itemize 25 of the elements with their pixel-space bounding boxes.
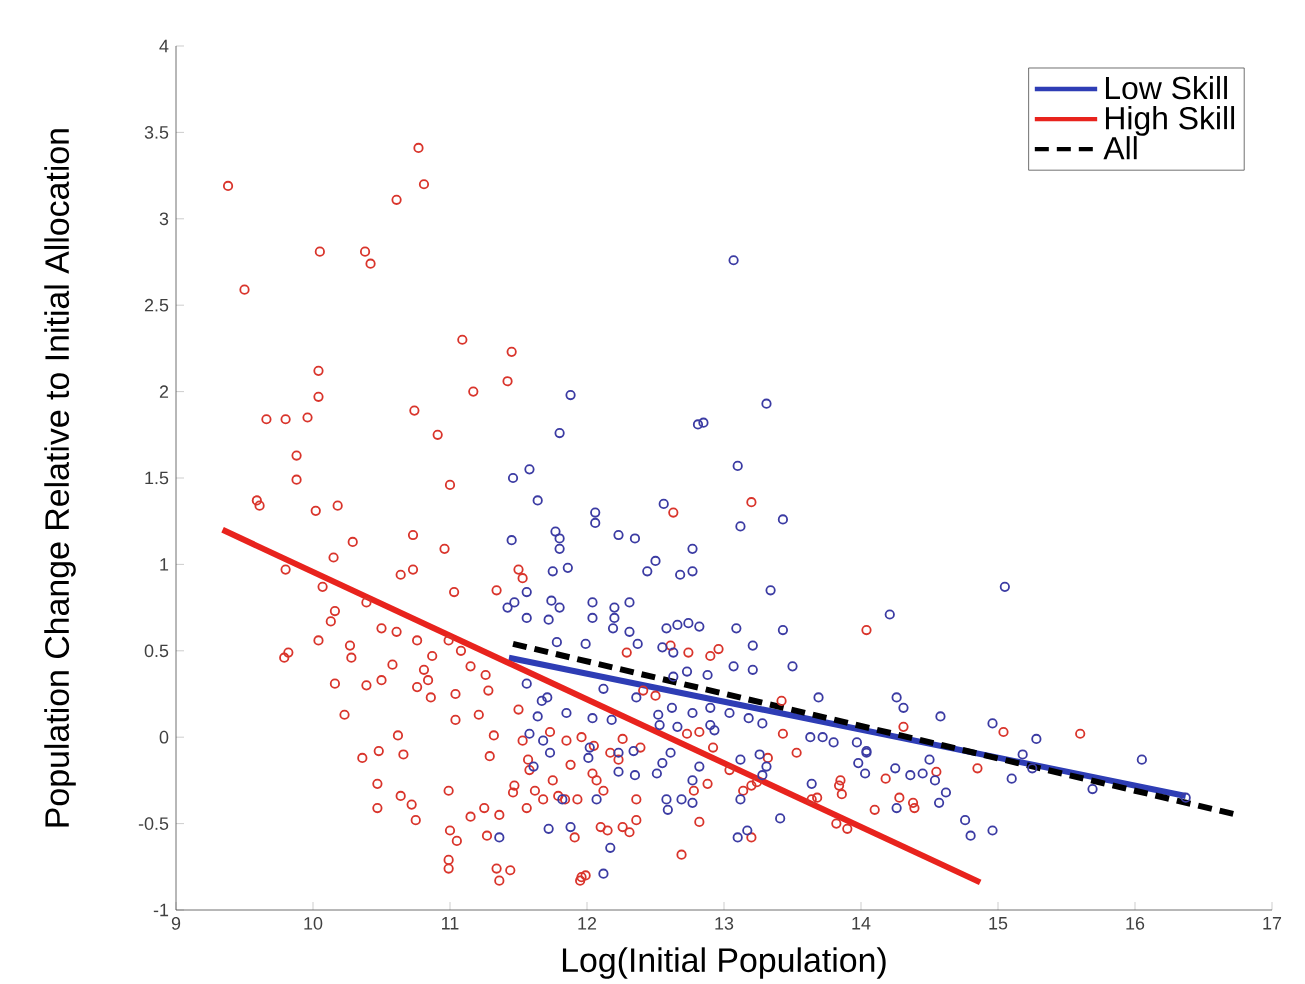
x-tick-label: 12 xyxy=(578,917,597,930)
x-tick-label: 17 xyxy=(1263,917,1282,930)
y-tick-label: -1 xyxy=(153,903,169,917)
y-tick-label: 2.5 xyxy=(144,298,169,312)
y-tick-label: 0 xyxy=(159,730,169,744)
x-tick-label: 16 xyxy=(1126,917,1145,930)
y-tick-label: 1.5 xyxy=(145,471,169,485)
x-tick-label: 14 xyxy=(852,917,871,930)
y-tick-label: 4 xyxy=(159,39,169,53)
x-axis-title: Log(Initial Population) xyxy=(562,947,886,979)
legend-label: High Skill xyxy=(1105,106,1235,136)
y-tick-label: 2 xyxy=(159,385,169,398)
x-tick-label: 10 xyxy=(304,917,323,930)
y-tick-label: 1 xyxy=(160,558,169,571)
y-tick-label: 0.5 xyxy=(144,644,169,658)
x-tick-label: 15 xyxy=(989,917,1008,930)
y-tick-label: -0.5 xyxy=(138,817,169,830)
y-tick-label: 3 xyxy=(159,212,169,226)
legend-label: Low Skill xyxy=(1105,75,1227,100)
y-axis-title: Population Change Relative to Initial Allocation xyxy=(44,129,76,827)
legend-label: All xyxy=(1103,136,1137,160)
y-tick-label: 3.5 xyxy=(144,126,169,139)
x-tick-label: 13 xyxy=(715,917,734,930)
x-tick-label: 9 xyxy=(171,917,181,930)
x-tick-label: 11 xyxy=(442,917,459,930)
